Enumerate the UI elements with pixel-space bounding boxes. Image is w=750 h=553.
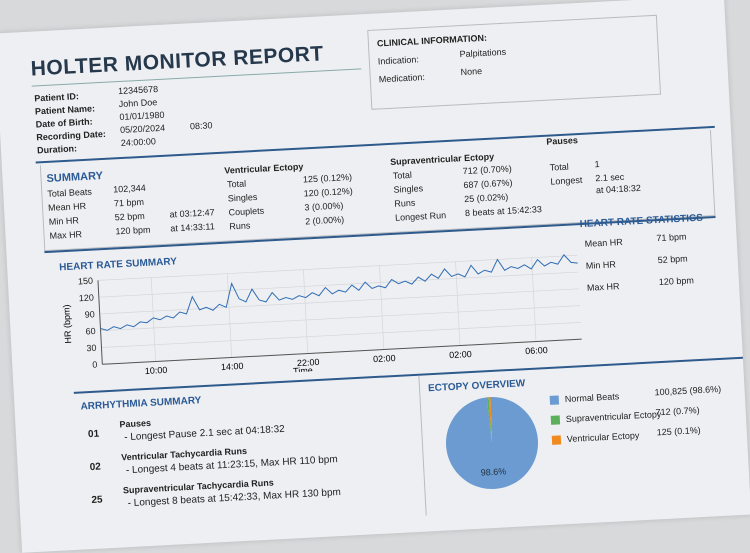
patient-field-value: 05/20/2024 — [119, 122, 166, 136]
gridline — [531, 257, 537, 342]
ectopy-pie-chart: 98.6% — [446, 397, 538, 489]
x-tick-label: 02:00 — [373, 353, 396, 364]
y-tick-label: 120 — [79, 292, 95, 303]
y-tick-label: 30 — [86, 343, 97, 354]
legend-swatch — [550, 415, 561, 426]
pauses-value: 1 — [594, 158, 600, 170]
arrhythmia-title: ARRHYTHMIA SUMMARY — [80, 395, 202, 413]
clinical-fields — [368, 16, 656, 31]
arrhythmia-count: 01 — [87, 428, 100, 441]
y-tick-label: 60 — [85, 326, 96, 337]
clinical-title: CLINICAL INFORMATION: — [376, 32, 488, 49]
report-title: HOLTER MONITOR REPORT — [30, 42, 325, 81]
patient-field-value: 24:00:00 — [120, 136, 157, 149]
hr-stat-label: Max HR — [586, 281, 620, 293]
hr-stat-label: Mean HR — [584, 236, 623, 249]
gridline — [98, 271, 579, 298]
ventricular-value: 2 (0.00%) — [304, 214, 345, 227]
summary-label: Mean HR — [47, 200, 87, 213]
y-tick-label: 90 — [84, 309, 95, 320]
arrhythmia-count: 02 — [89, 461, 102, 474]
ventricular-label: Singles — [227, 191, 258, 204]
gridline — [455, 261, 461, 346]
gridline — [150, 277, 156, 362]
pie-label: 98.6% — [481, 466, 507, 477]
x-axis-label: Time — [293, 365, 313, 376]
gridline — [379, 265, 385, 350]
summary-value: 52 bpm — [114, 210, 145, 223]
summary-label: Min HR — [48, 215, 80, 227]
legend-value: 125 (0.1%) — [656, 425, 701, 438]
gridline — [100, 305, 580, 332]
y-tick-label: 150 — [78, 276, 94, 287]
ventricular-label: Runs — [229, 220, 251, 232]
legend-value: 100,825 (98.6%) — [654, 383, 722, 398]
pauses-title: Pauses — [546, 135, 579, 147]
hr-stat-value: 52 bpm — [657, 253, 688, 266]
legend-swatch — [551, 435, 562, 445]
gridline — [99, 288, 580, 315]
patient-field-label: Date of Birth: — [35, 116, 93, 130]
pauses-label: Longest — [550, 174, 583, 187]
x-tick-label: 06:00 — [525, 345, 548, 356]
legend-label: Ventricular Ectopy — [566, 430, 640, 445]
summary-value: 120 bpm — [115, 224, 151, 237]
supraventricular-label: Singles — [393, 183, 424, 195]
clinical-field-label: Medication: — [378, 72, 426, 85]
patient-field-value: 01/01/1980 — [119, 109, 165, 123]
arrhythmia-count: 25 — [91, 494, 103, 507]
patient-field-extra: 08:30 — [189, 120, 213, 132]
summary-value: 71 bpm — [113, 196, 145, 209]
clinical-info-box: CLINICAL INFORMATION: Indication: Palpita… — [367, 14, 662, 110]
patient-field-value: 12345678 — [117, 84, 159, 97]
clinical-field-label: Indication: — [377, 54, 420, 67]
gridline — [303, 269, 309, 354]
x-axis — [102, 338, 582, 365]
pie-slice — [486, 397, 493, 444]
divider — [418, 375, 427, 516]
x-tick-label: 14:00 — [221, 361, 244, 372]
pie-slice — [446, 397, 538, 489]
supraventricular-label: Runs — [394, 197, 416, 209]
hr-stat-value: 71 bpm — [656, 231, 687, 244]
ventricular-value: 3 (0.00%) — [304, 200, 344, 213]
clinical-field-value: None — [460, 66, 483, 78]
legend-item: Supraventricular Ectopy — [550, 409, 662, 426]
patient-field-label: Patient ID: — [34, 91, 80, 104]
arrhythmia-name: Pauses — [119, 417, 152, 430]
patient-field-value: John Doe — [118, 97, 158, 110]
hr-series-line — [100, 254, 578, 331]
clinical-field-value: Palpitations — [459, 46, 507, 60]
gridline — [101, 322, 581, 348]
y-axis-label: HR (bpm) — [61, 304, 73, 343]
x-tick-label: 22:00 — [297, 357, 320, 368]
x-tick-label: 10:00 — [145, 365, 168, 376]
summary-label: Max HR — [49, 229, 83, 241]
hr-stat-value: 120 bpm — [658, 275, 695, 288]
y-tick-label: 0 — [92, 360, 98, 370]
legend-swatch — [549, 395, 560, 406]
patient-field-label: Patient Name: — [34, 103, 96, 117]
ventricular-label: Total — [226, 178, 247, 190]
pie-slice — [488, 397, 493, 444]
supraventricular-label: Total — [392, 169, 413, 181]
gridline — [226, 273, 233, 358]
patient-field-label: Duration: — [36, 143, 78, 156]
summary-value: 102,344 — [112, 182, 146, 195]
pauses-value: 2.1 sec — [595, 171, 625, 184]
legend-label: Normal Beats — [564, 391, 620, 405]
legend-label: Supraventricular Ectopy — [565, 409, 662, 425]
pauses-label: Total — [549, 161, 569, 173]
hr-stat-label: Min HR — [585, 259, 617, 271]
patient-field-label: Recording Date: — [36, 128, 107, 143]
heart-rate-chart: 0 30 60 90 120 150 10:00 14:00 22:00 02:00 02:00 06… — [61, 254, 582, 376]
x-tick-label: 02:00 — [449, 349, 472, 360]
legend-value: 712 (0.7%) — [655, 405, 700, 418]
y-axis — [97, 280, 103, 365]
legend-item: Ventricular Ectopy — [551, 430, 640, 445]
ventricular-label: Couplets — [228, 205, 265, 218]
legend-item: Normal Beats — [549, 391, 620, 406]
